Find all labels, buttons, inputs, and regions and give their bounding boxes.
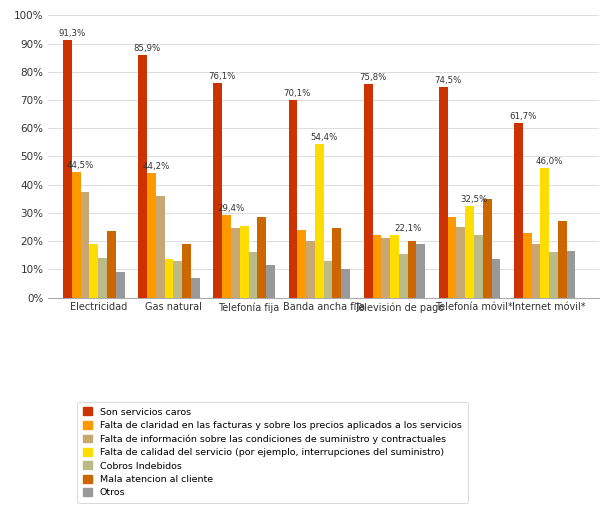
Bar [90, 244, 98, 298]
Bar [514, 124, 523, 298]
Text: 32,5%: 32,5% [460, 195, 488, 204]
Text: 29,4%: 29,4% [217, 204, 244, 212]
Text: 91,3%: 91,3% [58, 29, 85, 38]
Bar [249, 252, 257, 298]
Bar [139, 55, 147, 298]
Bar [165, 260, 174, 298]
Bar [558, 222, 567, 298]
Bar [222, 214, 231, 298]
Bar [408, 241, 416, 298]
Bar [147, 173, 156, 298]
Bar [333, 228, 341, 298]
Text: 44,2%: 44,2% [142, 162, 169, 171]
Bar [483, 199, 491, 298]
Text: 70,1%: 70,1% [284, 89, 311, 98]
Bar [549, 252, 558, 298]
Text: 22,1%: 22,1% [394, 224, 421, 233]
Bar [567, 251, 575, 298]
Bar [491, 260, 500, 298]
Bar [523, 233, 532, 298]
Bar [416, 244, 425, 298]
Bar [390, 235, 399, 298]
Bar [381, 238, 390, 298]
Legend: Son servicios caros, Falta de claridad en las facturas y sobre los precios aplic: Son servicios caros, Falta de claridad e… [77, 402, 468, 503]
Text: 44,5%: 44,5% [67, 161, 94, 170]
Text: 46,0%: 46,0% [535, 157, 563, 166]
Bar [257, 217, 266, 298]
Bar [474, 235, 483, 298]
Bar [315, 144, 324, 298]
Bar [465, 206, 474, 298]
Bar [532, 244, 540, 298]
Bar [399, 254, 408, 298]
Bar [116, 272, 125, 298]
Bar [289, 100, 297, 298]
Bar [448, 217, 456, 298]
Bar [364, 84, 373, 298]
Bar [231, 228, 240, 298]
Bar [107, 231, 116, 298]
Text: 61,7%: 61,7% [509, 112, 537, 122]
Bar [156, 196, 165, 298]
Text: 54,4%: 54,4% [310, 133, 338, 142]
Bar [240, 226, 249, 298]
Bar [182, 244, 191, 298]
Bar [341, 269, 350, 298]
Bar [72, 172, 80, 298]
Bar [456, 227, 465, 298]
Text: 85,9%: 85,9% [133, 44, 161, 53]
Bar [306, 241, 315, 298]
Bar [439, 87, 448, 298]
Bar [214, 83, 222, 298]
Text: 75,8%: 75,8% [359, 73, 386, 82]
Bar [266, 265, 275, 298]
Bar [324, 261, 333, 298]
Bar [191, 278, 200, 298]
Bar [63, 40, 72, 298]
Bar [297, 230, 306, 298]
Bar [373, 235, 381, 298]
Bar [80, 192, 90, 298]
Bar [174, 261, 182, 298]
Text: 76,1%: 76,1% [209, 72, 236, 81]
Text: 74,5%: 74,5% [434, 76, 462, 85]
Bar [98, 258, 107, 298]
Bar [540, 168, 549, 298]
